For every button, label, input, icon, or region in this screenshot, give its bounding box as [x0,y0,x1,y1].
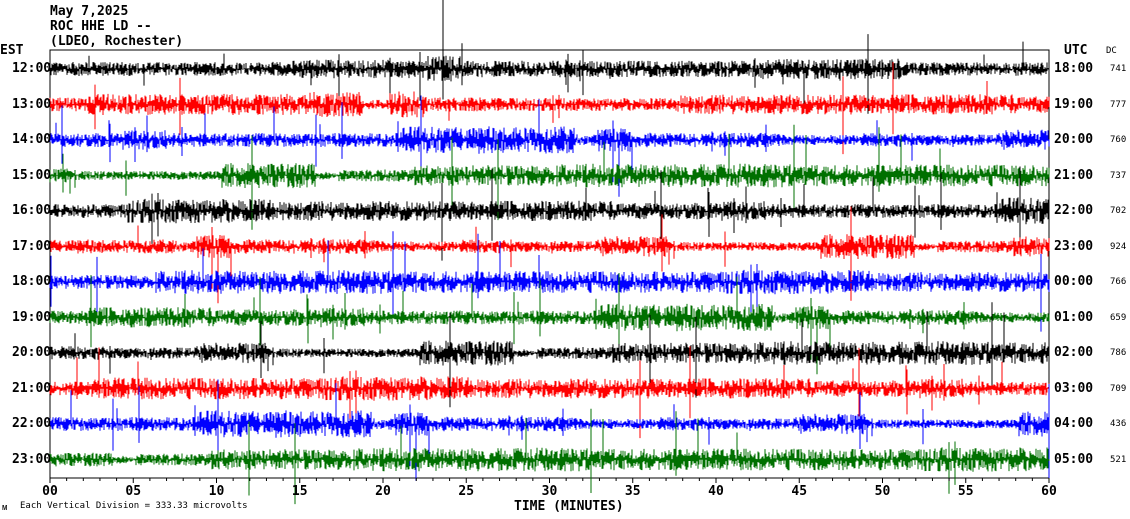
est-axis-label: EST [0,43,24,58]
est-time-label: 22:00 [12,416,52,431]
trace-line-8 [49,302,1050,408]
x-tick-label: 25 [458,484,474,499]
utc-time-label: 03:00 [1054,380,1094,396]
utc-axis-label: UTC [1064,43,1088,58]
scale-note: Each Vertical Division = 333.33 microvol… [20,501,248,511]
x-tick-label: 35 [625,484,641,499]
dc-value: 741 [1110,64,1127,74]
trace-line-7 [49,273,1050,375]
utc-time-label: 02:00 [1054,345,1094,360]
est-time-label: 14:00 [12,132,52,147]
utc-time-label: 04:00 [1054,416,1094,431]
est-time-label: 16:00 [12,203,52,218]
trace-line-4 [49,166,1050,261]
x-tick-label: 15 [292,484,308,499]
trace-line-2 [49,95,1050,197]
est-time-label: 21:00 [12,380,52,396]
x-tick-label: 20 [375,484,391,499]
dc-value: 436 [1110,419,1127,429]
network-name: (LDEO, Rochester) [50,34,184,49]
x-tick-label: 05 [125,484,141,499]
trace-line-1 [49,62,1050,155]
x-tick-label: 10 [209,484,225,499]
utc-time-label: 05:00 [1054,451,1094,467]
dc-value: 737 [1110,170,1127,181]
utc-time-label: 00:00 [1054,274,1094,289]
dc-value: 659 [1110,312,1127,323]
trace-line-5 [49,206,1050,304]
dc-value: 702 [1110,206,1127,216]
x-tick-label: 55 [958,484,974,499]
est-time-label: 17:00 [12,238,52,254]
dc-value: 786 [1110,348,1127,358]
trace-line-6 [49,231,1050,332]
x-tick-label: 45 [791,484,807,499]
dc-value: 777 [1110,99,1127,110]
est-time-label: 20:00 [12,345,52,360]
x-tick-label: 00 [42,484,58,499]
trace-line-3 [49,124,1050,230]
est-time-label: 23:00 [12,451,52,467]
utc-time-label: 23:00 [1054,238,1094,254]
dc-axis-label: DC [1106,46,1117,56]
utc-time-label: 20:00 [1054,132,1094,147]
trace-line-10 [49,379,1050,481]
station-code: ROC HHE LD -- [50,19,152,34]
scale-icon: ᴍ [2,503,8,513]
x-tick-label: 30 [542,484,558,499]
est-time-label: 13:00 [12,96,52,112]
trace-line-9 [49,346,1050,439]
x-tick-label: 40 [708,484,724,499]
est-time-label: 12:00 [12,61,52,76]
x-tick-label: 60 [1041,484,1057,499]
dc-value: 924 [1110,241,1127,252]
est-time-label: 19:00 [12,309,52,325]
est-time-label: 18:00 [12,274,52,289]
trace-line-11 [49,408,1050,505]
chart-date: May 7,2025 [50,4,129,19]
utc-time-label: 21:00 [1054,167,1094,183]
utc-time-label: 19:00 [1054,96,1094,112]
trace-line-0 [49,0,1050,114]
utc-time-label: 22:00 [1054,203,1094,218]
dc-value: 709 [1110,383,1127,394]
utc-time-label: 01:00 [1054,309,1094,325]
dc-value: 760 [1110,135,1127,145]
x-tick-label: 50 [875,484,891,499]
dc-value: 521 [1110,454,1127,465]
utc-time-label: 18:00 [1054,61,1094,76]
dc-value: 766 [1110,277,1127,287]
x-axis-label: TIME (MINUTES) [514,499,624,514]
est-time-label: 15:00 [12,167,52,183]
